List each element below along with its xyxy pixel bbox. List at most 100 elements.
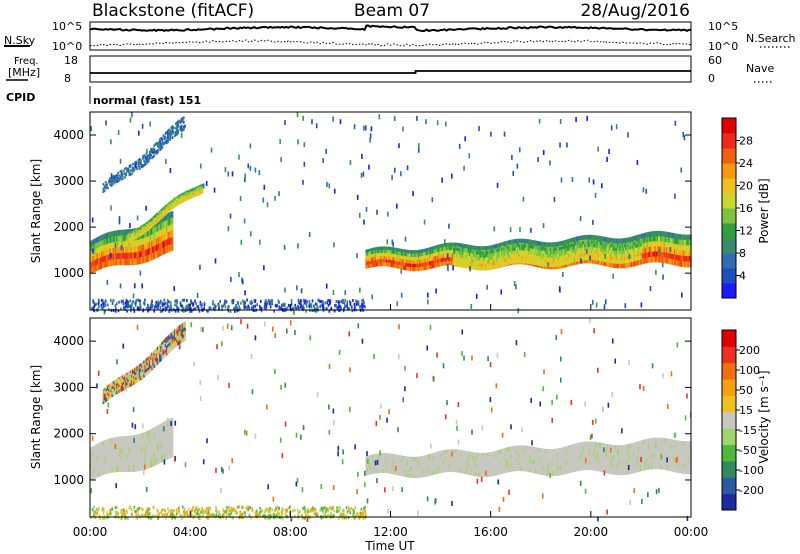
heatmap-cell <box>584 250 586 254</box>
heatmap-cell <box>162 241 165 249</box>
heatmap-cell <box>143 238 146 245</box>
near-range-cell <box>290 307 292 311</box>
heatmap-cell <box>140 229 142 232</box>
heatmap-cell <box>475 263 478 268</box>
scatter-cell <box>91 217 94 223</box>
near-range-cell <box>149 304 152 308</box>
heatmap-cell <box>145 158 148 161</box>
heatmap-cell <box>540 256 543 261</box>
heatmap-cell <box>142 164 144 168</box>
heatmap-cell <box>159 217 162 220</box>
heatmap-cell <box>189 192 191 195</box>
heatmap-cell <box>152 234 155 241</box>
heatmap-cell <box>114 253 117 260</box>
heatmap-cell <box>183 199 186 202</box>
heatmap-cell <box>123 447 126 455</box>
heatmap-cell <box>177 131 180 135</box>
heatmap-cell <box>593 247 595 251</box>
heatmap-cell <box>112 460 115 467</box>
heatmap-cell <box>528 239 531 245</box>
heatmap-cell <box>105 183 108 186</box>
heatmap-cell <box>113 460 116 467</box>
heatmap-cell <box>553 257 556 261</box>
scatter-cell <box>513 281 516 287</box>
heatmap-cell <box>140 227 142 230</box>
heatmap-cell <box>652 241 655 248</box>
heatmap-cell <box>573 246 576 250</box>
heatmap-cell <box>393 250 396 255</box>
scatter-cell <box>427 299 429 305</box>
heatmap-cell <box>441 261 444 266</box>
heatmap-cell <box>169 208 172 211</box>
near-range-cell <box>134 303 137 307</box>
heatmap-cell <box>401 252 404 257</box>
heatmap-cell <box>128 252 131 260</box>
heatmap-cell <box>175 204 178 207</box>
heatmap-cell <box>539 241 542 247</box>
heatmap-cell <box>424 252 427 257</box>
heatmap-cell <box>615 250 618 255</box>
heatmap-cell <box>506 240 509 246</box>
heatmap-cell <box>467 255 470 260</box>
near-range-cell <box>163 298 165 302</box>
heatmap-cell <box>118 253 121 260</box>
heatmap-cell <box>201 191 204 194</box>
heatmap-cell <box>492 253 495 257</box>
heatmap-cell <box>120 459 123 467</box>
heatmap-cell <box>516 253 519 258</box>
heatmap-cell <box>391 247 394 252</box>
heatmap-cell <box>160 211 163 215</box>
heatmap-cell <box>405 266 408 271</box>
heatmap-cell <box>676 260 679 266</box>
heatmap-cell <box>173 204 175 207</box>
heatmap-cell <box>626 262 628 268</box>
heatmap-cell <box>589 234 592 241</box>
heatmap-cell <box>536 240 539 246</box>
near-range-cell <box>299 299 302 303</box>
heatmap-cell <box>405 256 408 261</box>
heatmap-cell <box>653 251 656 258</box>
heatmap-cell <box>466 249 469 254</box>
heatmap-cell <box>168 206 171 209</box>
heatmap-cell <box>90 447 92 454</box>
heatmap-cell <box>408 260 411 265</box>
heatmap-cell <box>606 237 609 243</box>
heatmap-cell <box>477 251 479 255</box>
scatter-cell <box>412 191 414 197</box>
heatmap-cell <box>631 242 634 247</box>
scatter-cell <box>469 266 471 272</box>
heatmap-cell <box>680 234 683 241</box>
near-range-cell <box>359 304 362 308</box>
heatmap-cell <box>631 254 634 259</box>
heatmap-cell <box>135 464 138 472</box>
heatmap-cell <box>629 255 632 260</box>
heatmap-cell <box>558 256 561 261</box>
heatmap-cell <box>529 260 532 265</box>
heatmap-cell <box>571 255 574 260</box>
heatmap-cell <box>597 254 600 258</box>
scatter-cell <box>396 301 399 307</box>
heatmap-cell <box>100 246 103 253</box>
heatmap-cell <box>587 258 590 264</box>
heatmap-cell <box>131 162 134 166</box>
heatmap-cell <box>151 247 153 254</box>
heatmap-cell <box>675 259 677 266</box>
heatmap-cell <box>610 244 613 248</box>
scatter-cell <box>597 146 599 152</box>
heatmap-cell <box>584 241 586 245</box>
heatmap-cell <box>377 262 380 267</box>
near-range-cell <box>92 299 95 303</box>
heatmap-cell <box>448 253 451 258</box>
heatmap-cell <box>537 258 540 263</box>
heatmap-cell <box>554 242 557 248</box>
heatmap-cell <box>500 242 503 247</box>
heatmap-cell <box>156 219 158 222</box>
heatmap-cell <box>640 248 643 255</box>
heatmap-cell <box>129 246 132 254</box>
heatmap-cell <box>132 233 134 236</box>
heatmap-cell <box>103 457 106 464</box>
heatmap-cell <box>90 452 92 459</box>
heatmap-cell <box>602 260 605 266</box>
heatmap-cell <box>163 440 166 448</box>
heatmap-cell <box>186 193 189 196</box>
